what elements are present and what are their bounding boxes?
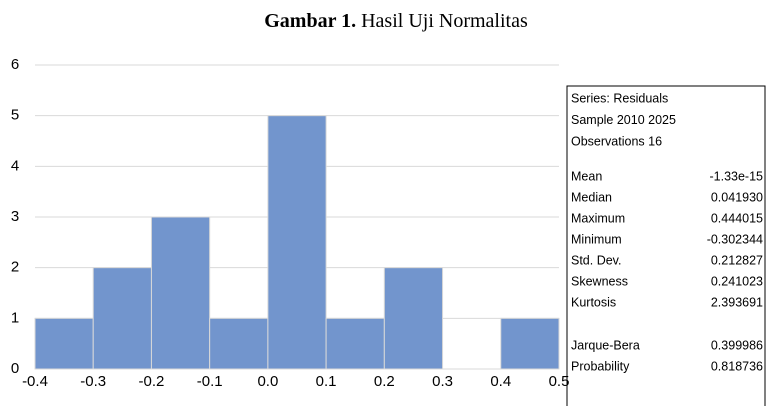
bar	[500, 317, 560, 370]
bar	[209, 317, 269, 370]
stats-value: 0.212827	[711, 253, 763, 267]
x-tick-label: 0.5	[549, 373, 570, 390]
x-tick-label: 0.4	[490, 373, 511, 390]
stats-name: Kurtosis	[571, 295, 616, 309]
y-tick-label: 4	[11, 157, 19, 174]
y-tick-label: 6	[11, 56, 19, 73]
bar	[267, 115, 327, 370]
y-tick-label: 2	[11, 259, 19, 276]
y-tick-label: 3	[11, 208, 19, 225]
stats-value: 0.399986	[711, 338, 763, 352]
stats-name: Jarque-Bera	[571, 338, 640, 352]
stats-value: -0.302344	[707, 232, 763, 246]
stats-header: Sample 2010 2025	[571, 113, 676, 127]
x-tick-label: -0.4	[22, 373, 48, 390]
y-tick-label: 0	[11, 360, 19, 377]
x-tick-label: 0.1	[316, 373, 337, 390]
stats-name: Maximum	[571, 211, 625, 225]
stats-value: 0.818736	[711, 359, 763, 373]
x-tick-label: 0.0	[257, 373, 278, 390]
bar	[92, 267, 152, 370]
x-tick-label: 0.2	[374, 373, 395, 390]
y-tick-label: 1	[11, 309, 19, 326]
stats-value: 2.393691	[711, 295, 763, 309]
stats-value: 0.041930	[711, 190, 763, 204]
x-tick-label: 0.3	[432, 373, 453, 390]
x-tick-label: -0.1	[197, 373, 223, 390]
x-tick-label: -0.3	[80, 373, 106, 390]
bar	[383, 267, 444, 370]
stats-header: Series: Residuals	[571, 91, 668, 105]
stats-box	[566, 85, 766, 406]
stats-name: Median	[571, 190, 612, 204]
x-tick-label: -0.2	[139, 373, 165, 390]
stats-name: Skewness	[571, 274, 628, 288]
stats-value: 0.241023	[711, 274, 763, 288]
stats-name: Minimum	[571, 232, 622, 246]
stats-value: -1.33e-15	[709, 169, 763, 183]
stats-name: Mean	[571, 169, 602, 183]
bar	[325, 317, 385, 370]
stats-name: Probability	[571, 359, 630, 373]
bar	[34, 317, 94, 370]
title-text: Hasil Uji Normalitas	[361, 10, 528, 32]
stats-value: 0.444015	[711, 211, 763, 225]
stats-name: Std. Dev.	[571, 253, 621, 267]
stats-header: Observations 16	[571, 134, 662, 148]
y-tick-label: 5	[11, 107, 19, 124]
title-bold: Gambar 1.	[264, 10, 356, 32]
bar	[150, 216, 211, 370]
chart-title: Gambar 1. Hasil Uji Normalitas	[264, 10, 528, 32]
